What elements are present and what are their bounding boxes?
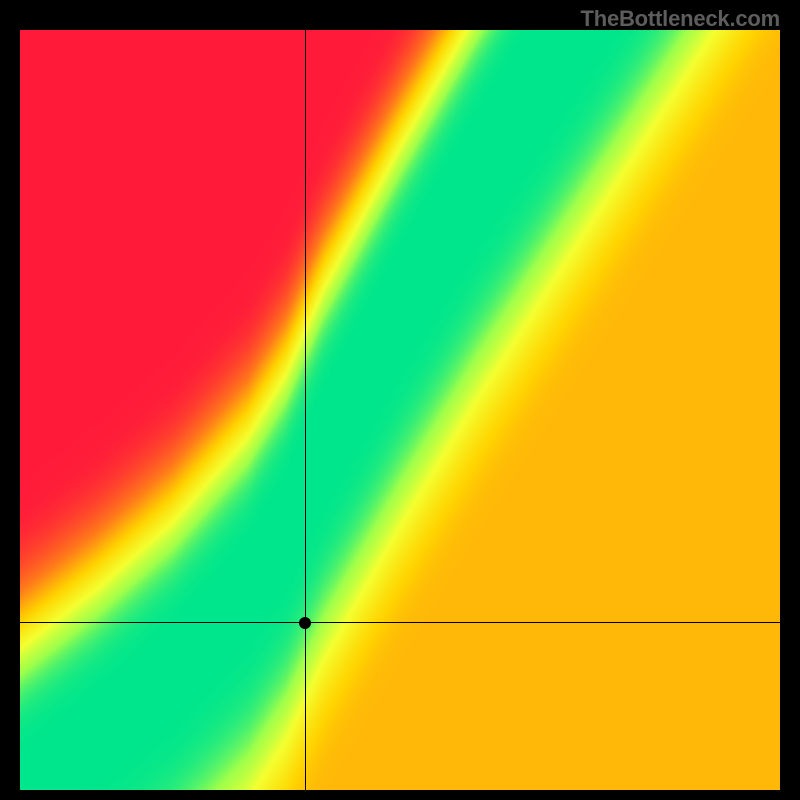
watermark-text: TheBottleneck.com bbox=[580, 6, 780, 32]
crosshair-vertical bbox=[305, 30, 306, 790]
heatmap-canvas bbox=[20, 30, 780, 790]
heatmap-plot bbox=[20, 30, 780, 790]
crosshair-dot bbox=[299, 617, 311, 629]
crosshair-horizontal bbox=[20, 622, 780, 623]
figure-container: TheBottleneck.com bbox=[0, 0, 800, 800]
